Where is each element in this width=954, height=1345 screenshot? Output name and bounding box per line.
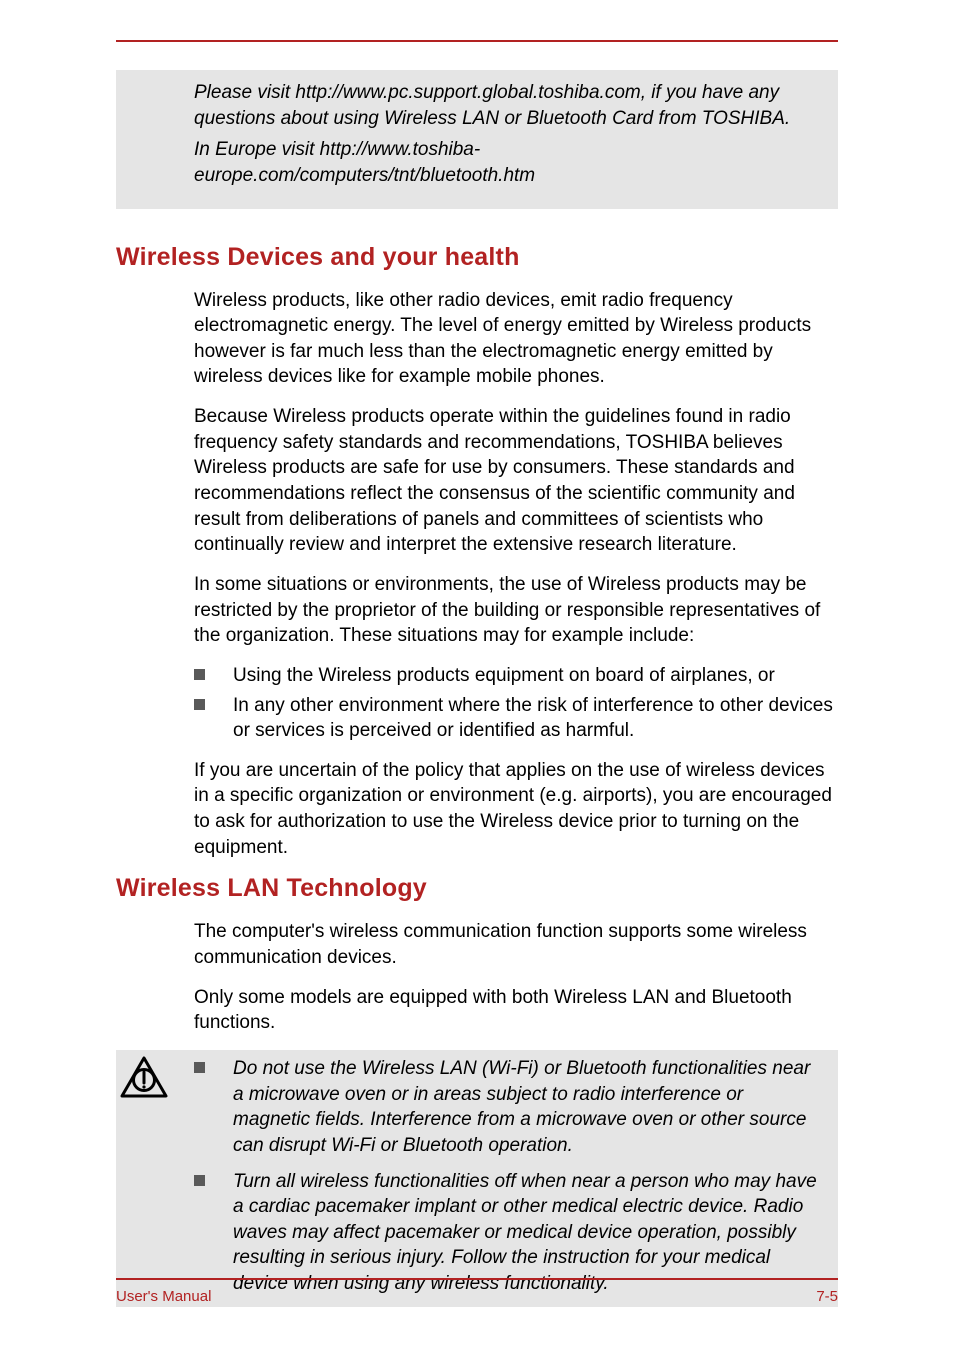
warning-content: Do not use the Wireless LAN (Wi-Fi) or B… [194, 1056, 820, 1297]
page-content: Please visit http://www.pc.support.globa… [0, 0, 954, 1307]
page-footer: User's Manual 7-5 [116, 1278, 838, 1305]
warning-box: Do not use the Wireless LAN (Wi-Fi) or B… [116, 1050, 838, 1307]
note-paragraph: In Europe visit http://www.toshiba-europ… [194, 137, 820, 188]
footer-left: User's Manual [116, 1288, 211, 1305]
list-item: In any other environment where the risk … [194, 693, 838, 744]
square-bullet-icon [194, 669, 205, 680]
section-heading-wireless-health: Wireless Devices and your health [116, 243, 838, 272]
warning-text: Do not use the Wireless LAN (Wi-Fi) or B… [233, 1056, 820, 1159]
body-paragraph: The computer's wireless communication fu… [194, 919, 838, 970]
bullet-text: Using the Wireless products equipment on… [233, 663, 775, 689]
square-bullet-icon [194, 699, 205, 710]
bullet-list: Using the Wireless products equipment on… [194, 663, 838, 744]
square-bullet-icon [194, 1175, 205, 1186]
section-heading-wireless-lan: Wireless LAN Technology [116, 874, 838, 903]
section-body: Wireless products, like other radio devi… [116, 288, 838, 861]
note-box: Please visit http://www.pc.support.globa… [116, 70, 838, 209]
header-rule [116, 40, 838, 42]
body-paragraph: Because Wireless products operate within… [194, 404, 838, 558]
body-paragraph: In some situations or environments, the … [194, 572, 838, 649]
footer-right: 7-5 [816, 1288, 838, 1305]
body-paragraph: Only some models are equipped with both … [194, 985, 838, 1036]
list-item: Using the Wireless products equipment on… [194, 663, 838, 689]
body-paragraph: If you are uncertain of the policy that … [194, 758, 838, 861]
body-paragraph: Wireless products, like other radio devi… [194, 288, 838, 391]
section-body: The computer's wireless communication fu… [116, 919, 838, 1036]
note-paragraph: Please visit http://www.pc.support.globa… [194, 80, 820, 131]
warning-triangle-icon [120, 1056, 168, 1098]
warning-item: Do not use the Wireless LAN (Wi-Fi) or B… [194, 1056, 820, 1159]
square-bullet-icon [194, 1062, 205, 1073]
bullet-text: In any other environment where the risk … [233, 693, 838, 744]
warning-icon-column [116, 1056, 194, 1297]
